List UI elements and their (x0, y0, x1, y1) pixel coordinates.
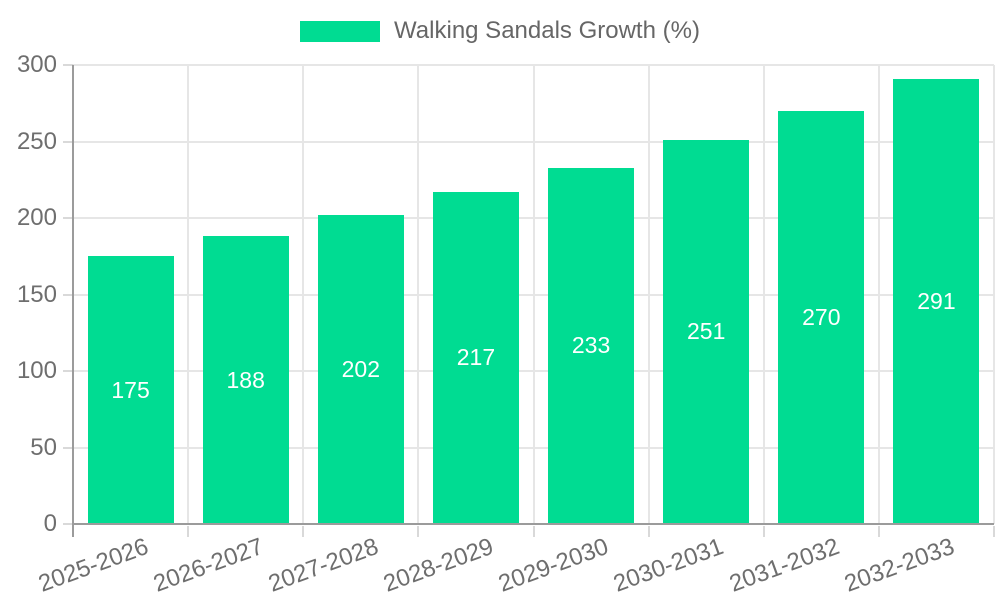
vertical-gridline (417, 65, 420, 524)
x-axis-tick-label: 2032-2033 (840, 533, 958, 598)
y-axis-tick-label: 300 (16, 51, 57, 78)
x-axis-line (73, 523, 994, 525)
legend-label: Walking Sandals Growth (%) (394, 17, 700, 44)
bar-value-label: 175 (111, 376, 150, 403)
bar-value-label: 251 (687, 318, 726, 345)
x-axis-tick-label: 2026-2027 (149, 533, 267, 598)
y-axis-tick-label: 150 (16, 280, 57, 308)
x-axis-tick (647, 526, 650, 537)
bar[interactable]: 202 (317, 214, 404, 524)
y-axis-tick (63, 523, 73, 525)
vertical-gridline (647, 65, 650, 524)
x-axis-tick (877, 526, 880, 537)
y-axis-tick (63, 64, 73, 66)
y-axis-tick-label: 50 (30, 433, 57, 461)
bar-value-label: 270 (802, 303, 841, 330)
bar[interactable]: 270 (778, 110, 865, 524)
y-axis-tick (63, 446, 73, 449)
bar-value-label: 217 (456, 344, 496, 371)
bar-value-label: 188 (226, 366, 265, 393)
y-axis-tick (63, 293, 73, 296)
vertical-gridline (877, 65, 880, 524)
x-axis-tick-label: 2027-2028 (264, 533, 383, 598)
y-axis-tick (63, 140, 73, 143)
x-axis-tick-label: 2031-2032 (725, 533, 843, 598)
bar[interactable]: 291 (893, 78, 980, 524)
y-axis-tick-label: 100 (16, 357, 57, 384)
bar-value-label: 291 (917, 287, 956, 314)
bar[interactable]: 251 (663, 139, 750, 524)
x-axis-tick (302, 526, 305, 537)
y-axis-tick-label: 200 (16, 204, 57, 231)
y-axis-tick (63, 217, 73, 219)
vertical-gridline (532, 65, 535, 524)
x-axis-tick (187, 526, 190, 537)
vertical-gridline (187, 65, 190, 524)
bar[interactable]: 217 (432, 191, 519, 524)
y-axis-tick (63, 370, 73, 372)
x-axis-tick (417, 526, 420, 537)
x-axis-tick (993, 526, 995, 537)
bar[interactable]: 188 (202, 236, 289, 524)
bar-value-label: 202 (341, 355, 380, 382)
y-axis-line (72, 65, 74, 537)
x-axis-tick-label: 2028-2029 (380, 533, 498, 598)
vertical-gridline (762, 65, 765, 524)
x-axis-tick-label: 2030-2031 (610, 533, 728, 598)
x-axis-tick-label: 2029-2030 (495, 533, 613, 598)
y-axis-tick-label: 0 (43, 510, 57, 537)
chart-legend-item[interactable]: Walking Sandals Growth (%) (0, 19, 1000, 43)
x-axis-tick (762, 526, 765, 537)
x-axis-tick-label: 2025-2026 (34, 533, 152, 598)
bar[interactable]: 233 (548, 167, 635, 524)
y-axis-tick-label: 250 (16, 127, 57, 155)
legend-swatch (300, 20, 381, 42)
vertical-gridline (993, 65, 995, 524)
vertical-gridline (302, 65, 305, 524)
bar-value-label: 233 (571, 332, 611, 359)
bar[interactable]: 175 (87, 256, 174, 524)
x-axis-tick (532, 526, 535, 537)
